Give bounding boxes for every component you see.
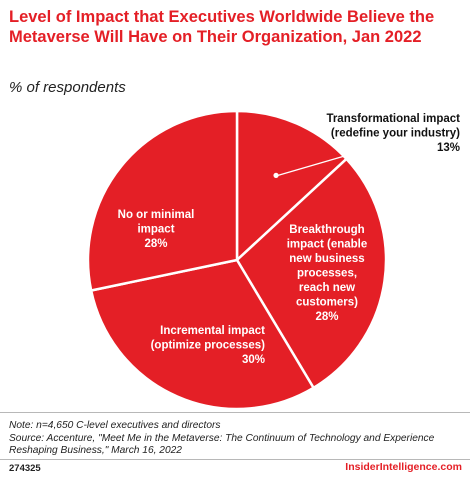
slice-label-no-or-minimal-impact: No or minimal impact 28% (118, 209, 195, 250)
footer-notes: Note: n=4,650 C-level executives and dir… (9, 420, 464, 458)
leader-dot (273, 172, 279, 178)
chart-subtitle: % of respondents (9, 79, 126, 96)
chart-title: Level of Impact that Executives Worldwid… (9, 8, 435, 46)
note-text: Note: n=4,650 C-level executives and dir… (9, 420, 221, 431)
pie-slice-no-or-minimal-impact (86, 109, 239, 292)
source-text: Source: Accenture, "Meet Me in the Metav… (9, 432, 435, 457)
footer-divider (0, 412, 470, 413)
leader-line (277, 147, 373, 176)
slice-label-incremental-impact-optimize-processes: Incremental impact (optimize processes) 30… (151, 325, 266, 366)
pie-slice-breakthrough-impact-enable-new-business-processes-reach-new-customers (235, 157, 388, 390)
chart-id: 274325 (9, 463, 41, 474)
pie-slice-transformational-impact-redefine-your-industry (235, 109, 349, 263)
slice-label-transformational-impact-redefine-your-industry: Transformational impact (redefine your in… (326, 113, 460, 154)
brand-logo: InsiderIntelligence.com (345, 461, 462, 473)
footer-divider-bottom (0, 459, 470, 460)
slice-label-breakthrough-impact-enable-new-business-processes-reach-new-customers: Breakthrough impact (enable new business pr… (287, 224, 368, 323)
pie-slice-incremental-impact-optimize-processes (89, 258, 316, 411)
